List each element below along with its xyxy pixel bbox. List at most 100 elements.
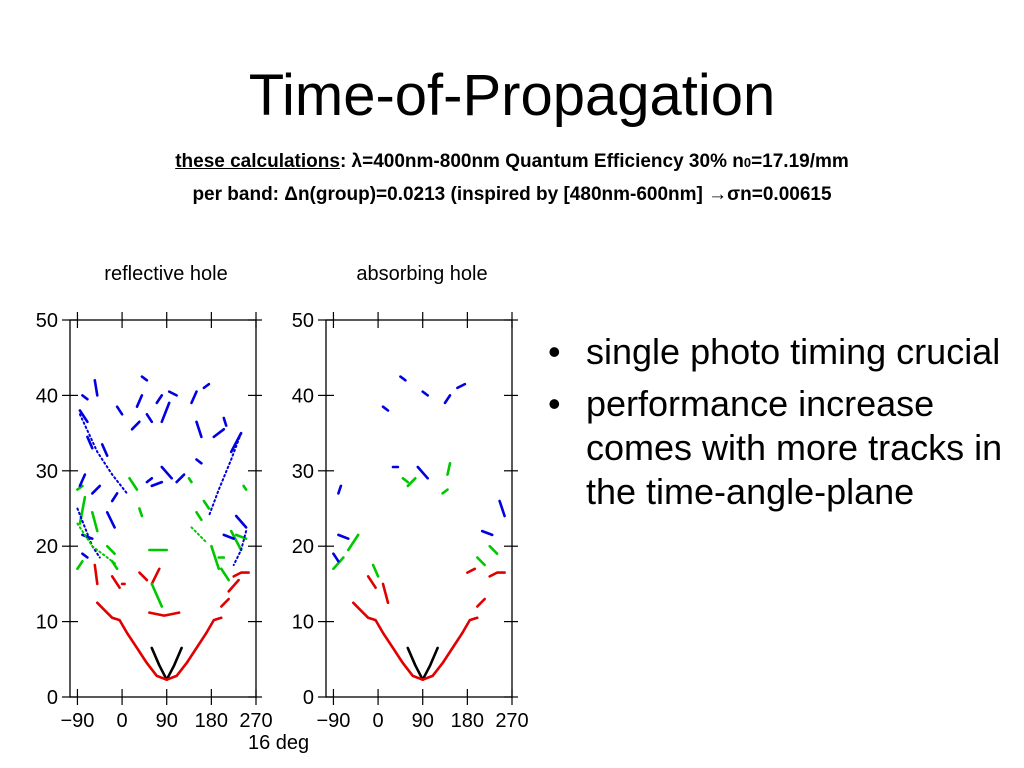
x-tick-label: 180 — [195, 710, 228, 732]
track-segment — [232, 571, 250, 578]
track-segment — [351, 601, 479, 682]
track-segment — [229, 431, 243, 454]
subtitle-separator: : — [339, 151, 352, 172]
track-segment — [475, 556, 487, 567]
plot-frame — [325, 319, 513, 698]
track-segment — [86, 435, 94, 450]
track-segment — [346, 533, 360, 552]
track-segment — [145, 477, 154, 484]
track-segment — [195, 458, 203, 465]
track-segment — [160, 465, 173, 480]
track-segment — [227, 578, 240, 593]
track-segment — [421, 390, 430, 397]
lambda-text: =400nm-800nm Quantum Efficiency 30% n — [362, 151, 744, 172]
track-segment — [441, 488, 449, 495]
track-segment — [138, 571, 149, 582]
track-segment — [229, 529, 243, 552]
track-segment — [195, 420, 203, 439]
track-segment — [337, 484, 343, 495]
dotted-track — [76, 507, 101, 559]
chart-title-absorbing: absorbing hole — [356, 263, 488, 285]
track-segment — [202, 382, 211, 390]
track-segment — [167, 390, 178, 397]
track-segment — [148, 611, 181, 617]
track-segment — [81, 394, 89, 401]
track-segment — [466, 567, 477, 574]
chart-title-reflective: reflective hole — [104, 263, 228, 285]
track-segment — [93, 379, 99, 397]
subtitle-line-1: these calculations: λ=400nm-800nm Quantu… — [0, 150, 1024, 175]
track-segment — [150, 480, 164, 488]
track-segment — [76, 484, 84, 491]
track-segment — [202, 499, 211, 510]
track-segment — [220, 567, 230, 582]
track-segment — [78, 473, 87, 488]
x-axis-caption: 16 deg — [248, 732, 310, 754]
track-segment — [81, 533, 94, 540]
track-segment — [446, 462, 452, 476]
track-segment — [138, 507, 144, 518]
y-tick-label: 30 — [36, 461, 58, 483]
track-segment — [110, 575, 121, 590]
arrow-icon: → — [708, 184, 728, 205]
track-segment — [93, 563, 99, 586]
track-segment — [242, 484, 248, 491]
sigma-symbol: σ — [727, 184, 741, 205]
x-tick-label: 90 — [156, 710, 178, 732]
track-segment — [128, 477, 139, 491]
plot-frame — [69, 319, 257, 698]
subtitle-line-2: per band: Δn(group)=0.0213 (inspired by … — [0, 183, 1024, 207]
track-segment — [399, 375, 407, 382]
track-segment — [234, 514, 248, 529]
x-tick-label: 90 — [412, 710, 434, 732]
y-tick-label: 20 — [292, 536, 314, 558]
track-segment — [155, 394, 164, 405]
track-segment — [210, 544, 221, 571]
per-band-prefix: per band: — [192, 184, 285, 205]
track-segment — [366, 575, 377, 590]
x-tick-label: −90 — [316, 710, 350, 732]
sigma-text: n=0.00615 — [740, 184, 832, 205]
y-tick-label: 10 — [292, 612, 314, 634]
y-tick-label: 0 — [47, 687, 58, 709]
delta-symbol: Δ — [284, 184, 298, 205]
x-tick-label: 0 — [117, 710, 128, 732]
y-tick-label: 40 — [36, 385, 58, 407]
track-segment — [91, 511, 99, 533]
track-segment — [150, 567, 161, 586]
y-tick-label: 0 — [303, 687, 314, 709]
track-segment — [187, 477, 193, 484]
track-segment — [488, 571, 506, 578]
dotted-track — [190, 526, 208, 544]
track-segment — [498, 499, 506, 518]
data-marks — [332, 375, 506, 682]
track-segment — [100, 443, 109, 457]
track-segment — [401, 477, 410, 484]
bullet-list: single photo timing crucial performance … — [538, 330, 1018, 522]
track-segment — [212, 428, 226, 439]
x-tick-label: 180 — [451, 710, 484, 732]
track-segment — [110, 492, 119, 503]
track-segment — [381, 582, 390, 605]
dotted-track — [207, 432, 243, 517]
track-segment — [456, 382, 467, 390]
track-segment — [381, 405, 390, 412]
x-tick-label: 270 — [239, 710, 272, 732]
n-text: =17.19/mm — [751, 151, 849, 172]
track-segment — [78, 409, 89, 424]
track-segment — [140, 375, 149, 382]
track-segment — [91, 484, 102, 495]
track-segment — [222, 533, 235, 540]
track-segment — [160, 401, 171, 424]
track-segment — [76, 559, 84, 571]
track-segment — [475, 597, 487, 608]
y-tick-label: 50 — [292, 310, 314, 332]
dotted-track — [232, 530, 248, 566]
track-segment — [130, 420, 141, 431]
track-segment — [480, 529, 494, 537]
y-tick-label: 40 — [292, 385, 314, 407]
track-segment — [81, 552, 89, 559]
